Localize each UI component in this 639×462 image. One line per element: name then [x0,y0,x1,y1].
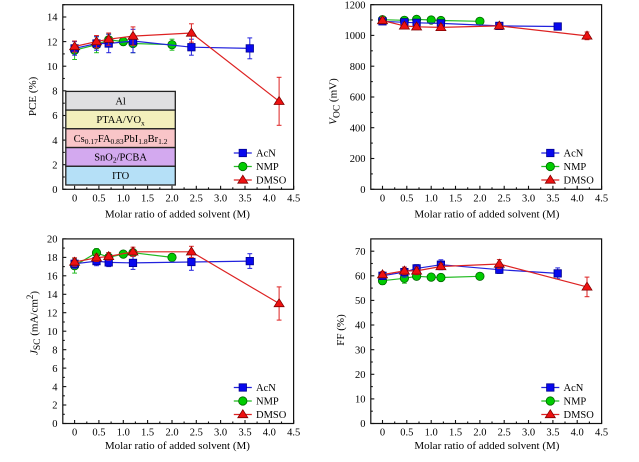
svg-text:0: 0 [52,185,57,196]
svg-text:40: 40 [355,321,366,332]
svg-text:2.5: 2.5 [498,193,511,204]
svg-text:4.5: 4.5 [595,193,608,204]
svg-text:10: 10 [47,327,58,338]
svg-text:12: 12 [47,37,58,48]
svg-text:1.0: 1.0 [117,427,130,438]
svg-text:2.5: 2.5 [190,193,203,204]
svg-text:AcN: AcN [256,149,276,160]
svg-text:60: 60 [355,272,366,283]
svg-text:4: 4 [52,382,58,393]
svg-text:4.5: 4.5 [287,427,300,438]
svg-text:1.0: 1.0 [425,427,438,438]
svg-text:4.5: 4.5 [287,193,300,204]
svg-text:4.0: 4.0 [571,427,584,438]
svg-text:PTAA/VOx: PTAA/VOx [96,115,145,127]
svg-text:DMSO: DMSO [564,176,595,187]
svg-text:4.5: 4.5 [595,427,608,438]
svg-text:2.0: 2.0 [165,193,178,204]
svg-text:0: 0 [360,419,365,430]
svg-text:400: 400 [350,123,366,134]
svg-text:16: 16 [47,272,58,283]
svg-text:ITO: ITO [112,171,130,182]
svg-text:0: 0 [72,427,77,438]
svg-text:1200: 1200 [345,0,366,11]
svg-text:2: 2 [52,160,57,171]
svg-text:0: 0 [52,419,57,430]
svg-text:0.5: 0.5 [92,427,105,438]
svg-text:Al: Al [115,96,126,107]
svg-text:Cs0.17FA0.83PbI1.8Br1.2: Cs0.17FA0.83PbI1.8Br1.2 [74,134,168,146]
svg-text:Molar ratio of added solvent (: Molar ratio of added solvent (M) [414,440,559,452]
svg-text:3.5: 3.5 [546,193,559,204]
svg-text:AcN: AcN [256,383,276,394]
svg-text:AcN: AcN [564,383,584,394]
svg-text:3.5: 3.5 [238,427,251,438]
svg-text:3.0: 3.0 [522,427,535,438]
svg-text:8: 8 [52,345,57,356]
svg-text:0: 0 [380,427,385,438]
svg-text:JSC (mA/cm2): JSC (mA/cm2) [25,291,43,355]
svg-text:2.5: 2.5 [190,427,203,438]
svg-text:1.5: 1.5 [449,427,462,438]
svg-text:DMSO: DMSO [564,410,595,421]
svg-text:14: 14 [47,290,58,301]
svg-text:Molar ratio of added solvent (: Molar ratio of added solvent (M) [105,209,250,221]
svg-text:6: 6 [52,364,57,375]
svg-text:PCE (%): PCE (%) [27,76,39,116]
svg-text:SnO2/PCBA: SnO2/PCBA [94,153,147,165]
svg-text:4.0: 4.0 [263,193,276,204]
svg-text:0.5: 0.5 [400,193,413,204]
svg-text:FF (%): FF (%) [335,314,347,346]
svg-text:1.5: 1.5 [141,193,154,204]
svg-text:2.0: 2.0 [473,427,486,438]
svg-text:20: 20 [47,235,58,246]
svg-text:3.5: 3.5 [546,427,559,438]
svg-text:600: 600 [350,93,366,104]
svg-text:1.5: 1.5 [449,193,462,204]
svg-text:4.0: 4.0 [263,427,276,438]
svg-text:50: 50 [355,296,366,307]
svg-text:1.0: 1.0 [117,193,130,204]
svg-text:20: 20 [355,370,366,381]
svg-text:200: 200 [350,154,366,165]
svg-text:0.5: 0.5 [400,427,413,438]
svg-text:NMP: NMP [256,162,279,173]
svg-text:Molar ratio of added solvent (: Molar ratio of added solvent (M) [105,440,250,452]
svg-text:6: 6 [52,111,57,122]
svg-text:DMSO: DMSO [256,176,287,187]
svg-text:3.0: 3.0 [214,427,227,438]
svg-text:12: 12 [47,308,58,319]
svg-text:70: 70 [355,247,366,258]
svg-text:4: 4 [52,136,58,147]
svg-text:2.5: 2.5 [498,427,511,438]
svg-text:30: 30 [355,345,366,356]
svg-text:3.0: 3.0 [214,193,227,204]
svg-text:AcN: AcN [564,149,584,160]
svg-text:Molar ratio of added solvent (: Molar ratio of added solvent (M) [414,209,559,221]
svg-text:14: 14 [47,13,58,24]
svg-text:4.0: 4.0 [571,193,584,204]
svg-text:2.0: 2.0 [473,193,486,204]
svg-text:0: 0 [360,185,365,196]
svg-text:8: 8 [52,87,57,98]
svg-text:1000: 1000 [345,31,366,42]
svg-text:18: 18 [47,253,58,264]
svg-text:10: 10 [47,62,58,73]
svg-text:2: 2 [52,401,57,412]
svg-text:DMSO: DMSO [256,410,287,421]
svg-text:800: 800 [350,62,366,73]
svg-text:NMP: NMP [256,397,279,408]
svg-text:NMP: NMP [564,397,587,408]
svg-text:3.0: 3.0 [522,193,535,204]
svg-text:VOC (mV): VOC (mV) [328,78,343,125]
svg-text:0: 0 [72,193,77,204]
svg-text:3.5: 3.5 [238,193,251,204]
svg-text:NMP: NMP [564,162,587,173]
svg-text:10: 10 [355,395,366,406]
svg-text:2.0: 2.0 [165,427,178,438]
svg-text:0: 0 [380,193,385,204]
svg-text:1.0: 1.0 [425,193,438,204]
svg-text:1.5: 1.5 [141,427,154,438]
svg-text:0.5: 0.5 [92,193,105,204]
